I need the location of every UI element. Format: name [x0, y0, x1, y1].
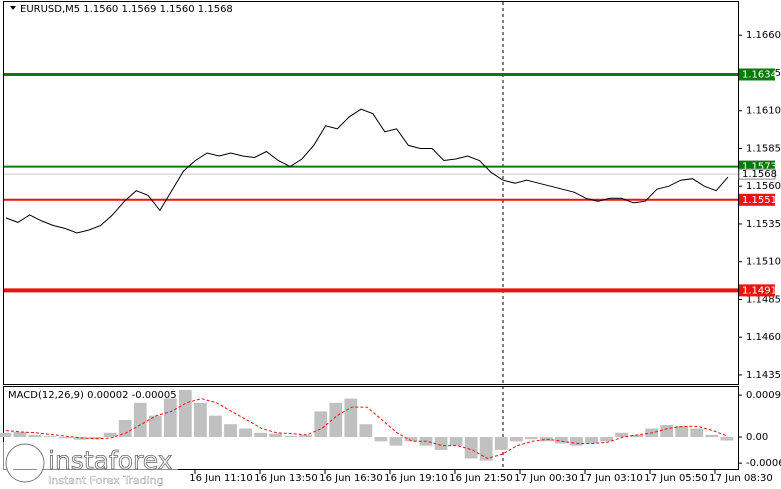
x-tick-label: 16 Jun 11:10 [189, 473, 253, 484]
x-tick-label: 16 Jun 13:50 [254, 473, 318, 484]
histogram-bar [209, 415, 222, 438]
histogram-bar [194, 402, 207, 438]
histogram-bar [28, 434, 42, 438]
y-tick-label: 1.1535 [746, 219, 781, 230]
y-tick-label: 1.1510 [746, 257, 781, 268]
y-tick-label: 1.1610 [746, 106, 781, 117]
price-line [5, 108, 729, 234]
x-tick-label: 17 Jun 00:30 [514, 473, 578, 484]
level-label: 1.1551 [742, 195, 777, 206]
histogram-bar [524, 437, 538, 440]
histogram-bar [0, 432, 12, 438]
level-label-box [739, 193, 775, 206]
histogram-bar [118, 419, 132, 438]
histogram-bar [269, 433, 283, 438]
x-tick-label: 16 Jun 19:10 [384, 473, 448, 484]
histogram-bar [299, 434, 313, 438]
histogram-bar [133, 402, 147, 438]
histogram-bar [464, 437, 478, 459]
histogram-bar [434, 437, 448, 450]
y-tick-label: 0.00 [746, 432, 768, 443]
histogram-bar [224, 424, 237, 438]
histogram-bar [103, 432, 117, 438]
histogram-bar [615, 432, 628, 438]
y-tick-label: -0.00061 [746, 458, 781, 469]
y-tick-label: 1.1660 [746, 30, 781, 41]
x-tick-label: 17 Jun 08:30 [709, 473, 773, 484]
histogram-bar [675, 425, 689, 438]
y-tick-label: 1.1460 [746, 332, 781, 343]
macd-title: MACD(12,26,9) 0.00002 -0.00005 [8, 390, 177, 401]
y-tick-label: 0.00098 [746, 390, 781, 401]
logo-tagline: Instant Forex Trading [48, 474, 164, 487]
level-label: 1.1491 [742, 285, 777, 296]
histogram-bar [254, 432, 267, 438]
current-price-box [738, 168, 776, 180]
histogram-bar [178, 389, 192, 438]
histogram-bar [58, 437, 72, 439]
level-label-box [739, 68, 775, 81]
current-price-label: 1.1568 [742, 169, 777, 180]
y-tick-label: 1.1585 [746, 143, 781, 154]
histogram-bar [163, 398, 177, 438]
level-label-box [739, 284, 775, 297]
histogram-bar [705, 434, 719, 438]
histogram-bar [148, 415, 162, 438]
histogram-bar [13, 431, 27, 438]
histogram-bar [630, 434, 644, 438]
histogram-bar [509, 437, 523, 442]
chart-title: EURUSD,M5 1.1560 1.1569 1.1560 1.1568 [20, 4, 233, 15]
histogram-bar [570, 437, 583, 446]
histogram-bar [660, 425, 674, 438]
x-tick-label: 16 Jun 16:30 [319, 473, 383, 484]
histogram-bar [555, 437, 568, 444]
x-tick-label: 16 Jun 21:50 [449, 473, 513, 484]
level-label: 1.1634 [742, 69, 777, 80]
histogram-bar [73, 437, 87, 440]
histogram-bar [720, 437, 734, 441]
histogram-bar [314, 411, 328, 438]
signal-line [5, 398, 729, 459]
histogram-bar [329, 402, 343, 438]
logo-icon [6, 444, 44, 482]
histogram-bar [239, 428, 252, 438]
x-tick-label: 17 Jun 03:10 [579, 473, 643, 484]
y-tick-label: 1.1560 [746, 181, 781, 192]
histogram-bar [494, 437, 508, 450]
histogram-bar [600, 437, 613, 442]
level-label: 1.1573 [742, 162, 777, 173]
histogram-bar [690, 428, 704, 438]
histogram-bar [389, 437, 403, 446]
histogram-bar [344, 398, 358, 438]
histogram-bar [404, 437, 418, 442]
x-tick-label: 17 Jun 05:50 [644, 473, 708, 484]
y-tick-label: 1.1485 [746, 294, 781, 305]
histogram-bar [374, 437, 388, 442]
histogram-bar [88, 437, 102, 440]
histogram-bar [539, 437, 553, 442]
symbol-arrow [10, 6, 16, 10]
histogram-bar [43, 436, 57, 438]
histogram-bar [449, 437, 463, 446]
histogram-bar [284, 435, 298, 438]
main-frame [3, 1, 739, 385]
histogram-bar [585, 437, 598, 444]
y-tick-label: 1.1435 [746, 370, 781, 381]
histogram-bar [359, 424, 373, 438]
macd-frame [3, 386, 739, 470]
logo-name: instaforex [48, 446, 173, 475]
histogram-bar [479, 437, 493, 461]
logo-icon-outline [5, 443, 45, 483]
